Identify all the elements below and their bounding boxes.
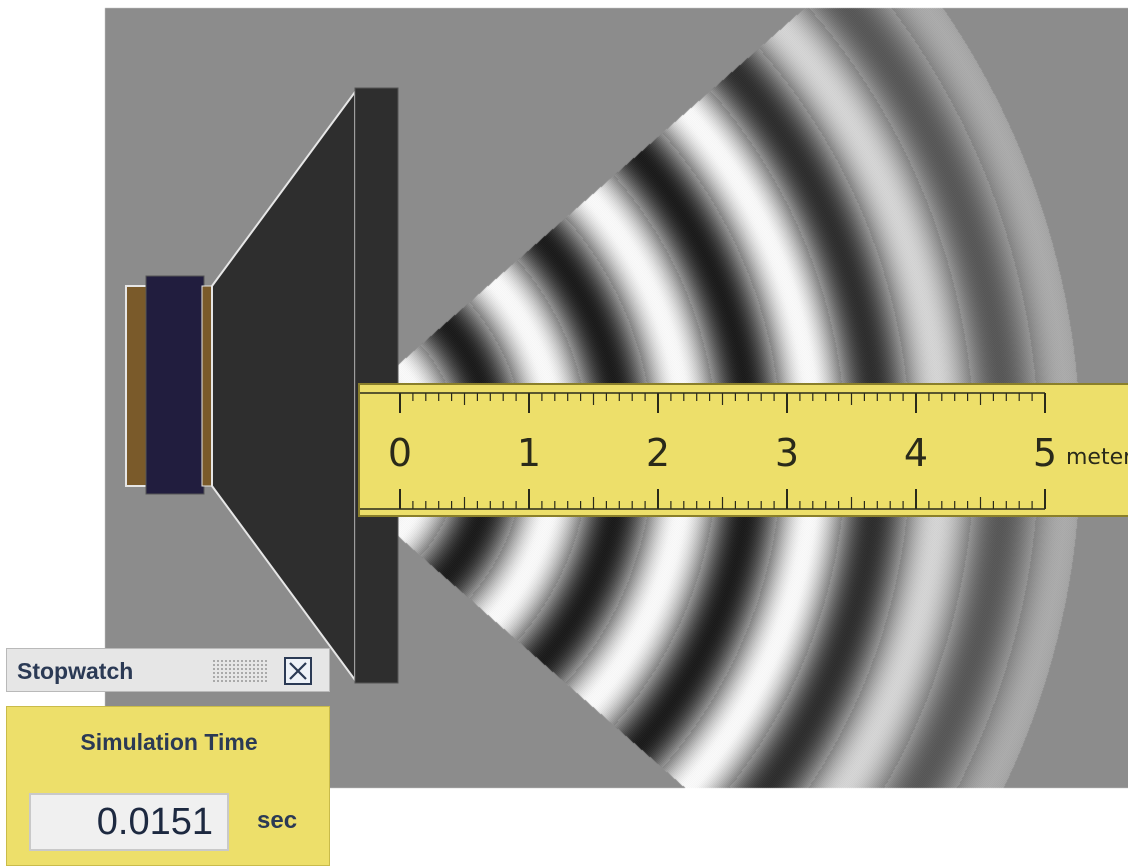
speaker-cone — [211, 88, 356, 684]
tape-label-2: 2 — [645, 431, 671, 475]
stopwatch-title: Stopwatch — [17, 658, 134, 684]
tape-label-4: 4 — [903, 431, 929, 475]
tape-label-3: 3 — [774, 431, 800, 475]
stopwatch-panel[interactable]: Stopwatch Simulation Time 0.0151 sec — [6, 648, 330, 866]
tape-ticks — [360, 392, 1046, 510]
tape-label-5: 5 — [1032, 431, 1058, 475]
close-icon[interactable] — [284, 657, 312, 685]
measuring-tape[interactable]: 0 1 2 3 4 5 meters — [358, 383, 1128, 517]
stopwatch-titlebar[interactable]: Stopwatch — [6, 648, 330, 692]
tape-label-0: 0 — [387, 431, 413, 475]
time-unit-label: sec — [257, 807, 298, 834]
simulation-time-field: 0.0151 — [29, 793, 229, 851]
stopwatch-body: Simulation Time 0.0151 sec — [6, 706, 330, 866]
drag-grip-icon[interactable] — [212, 659, 268, 683]
speaker-magnet — [145, 275, 205, 495]
tape-label-1: 1 — [516, 431, 542, 475]
simulation-time-label: Simulation Time — [80, 729, 258, 755]
tape-unit: meters — [1066, 445, 1128, 470]
